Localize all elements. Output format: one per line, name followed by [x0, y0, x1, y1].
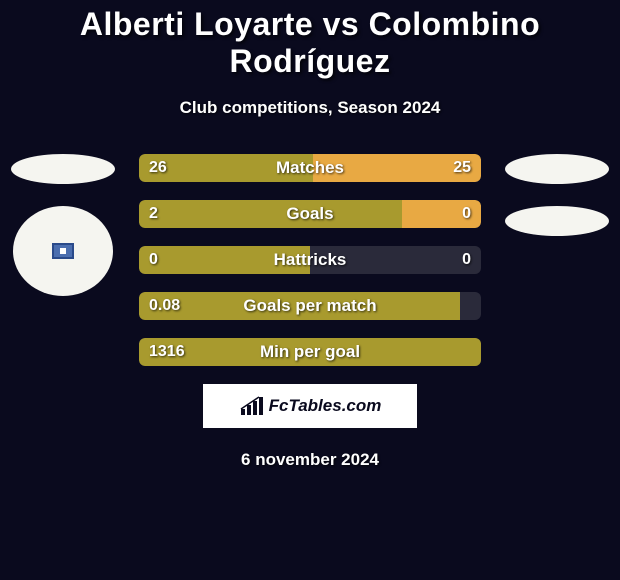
- stat-label: Goals per match: [139, 292, 481, 320]
- stat-label: Goals: [139, 200, 481, 228]
- bar-chart-icon: [239, 395, 265, 417]
- team-badge-placeholder: [11, 154, 115, 184]
- stat-row: 0.08Goals per match: [139, 292, 481, 320]
- comparison-area: 2625Matches 20Goals 00Hattricks 0.08Goals p…: [0, 154, 620, 470]
- stat-label: Matches: [139, 154, 481, 182]
- stat-bars: 2625Matches 20Goals 00Hattricks 0.08Goals p…: [139, 154, 481, 366]
- stat-row: 1316Min per goal: [139, 338, 481, 366]
- page-subtitle: Club competitions, Season 2024: [0, 98, 620, 118]
- stat-label: Hattricks: [139, 246, 481, 274]
- stat-row: 20Goals: [139, 200, 481, 228]
- stat-label: Min per goal: [139, 338, 481, 366]
- site-logo: FcTables.com: [203, 384, 417, 428]
- player-avatar-placeholder: [13, 206, 113, 296]
- logo-text: FcTables.com: [269, 396, 382, 416]
- left-player-badges: [8, 154, 118, 296]
- stat-row: 2625Matches: [139, 154, 481, 182]
- team-badge-placeholder: [505, 154, 609, 184]
- avatar-icon: [52, 243, 74, 259]
- footer-date: 6 november 2024: [0, 450, 620, 470]
- team-badge-placeholder: [505, 206, 609, 236]
- page-title: Alberti Loyarte vs Colombino Rodríguez: [0, 0, 620, 80]
- right-player-badges: [502, 154, 612, 258]
- stat-row: 00Hattricks: [139, 246, 481, 274]
